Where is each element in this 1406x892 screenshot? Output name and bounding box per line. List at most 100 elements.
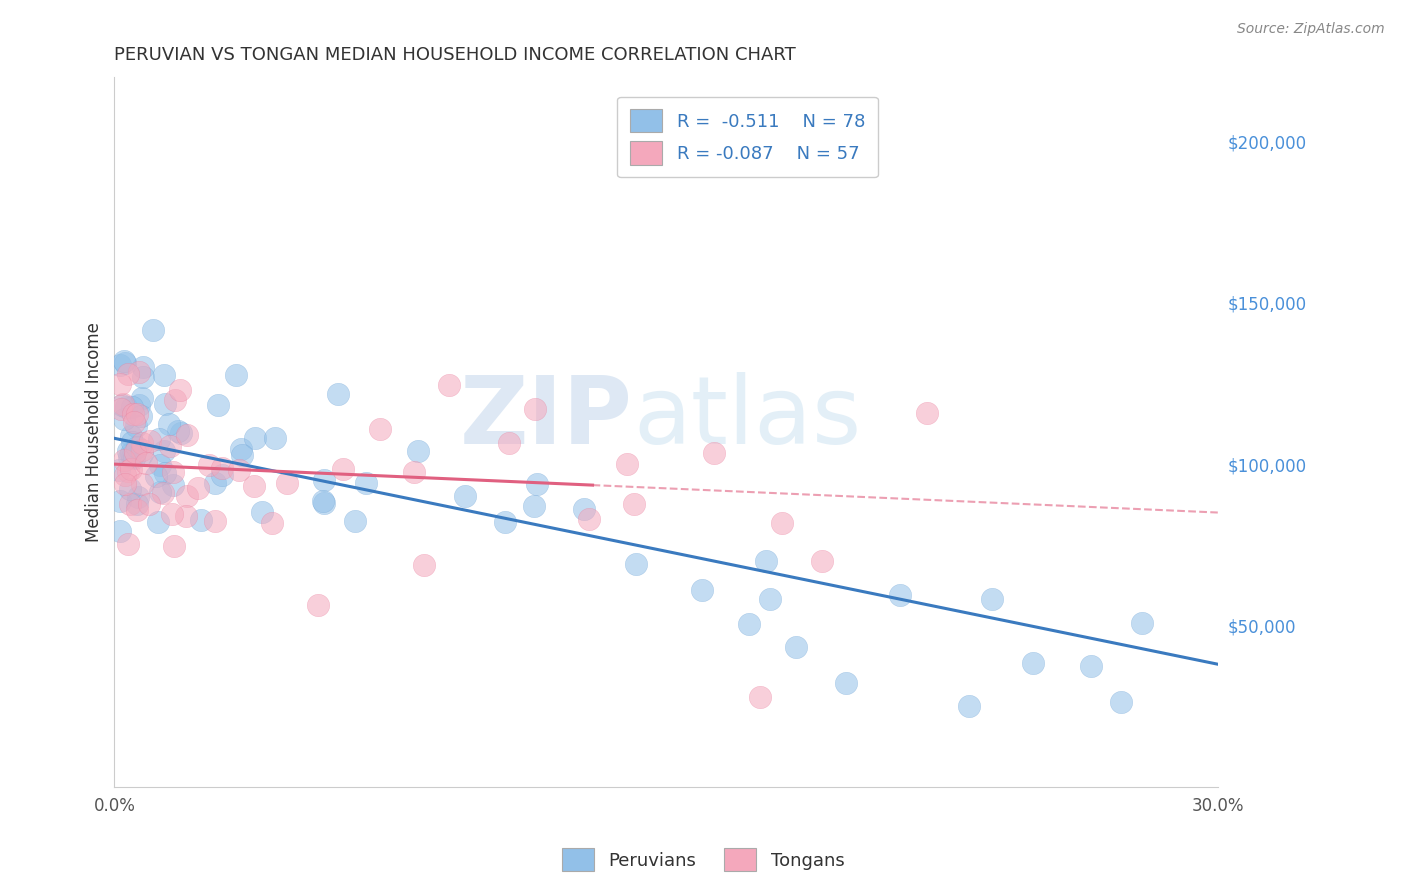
- Point: [132, 359, 155, 374]
- Point: [368, 422, 391, 436]
- Point: [131, 391, 153, 405]
- Point: [149, 485, 172, 500]
- Point: [749, 690, 772, 705]
- Point: [124, 418, 146, 433]
- Point: [146, 515, 169, 529]
- Point: [145, 469, 167, 483]
- Legend: Peruvians, Tongans: Peruvians, Tongans: [554, 841, 852, 879]
- Point: [307, 598, 329, 612]
- Point: [231, 448, 253, 462]
- Point: [131, 409, 153, 423]
- Point: [260, 516, 283, 531]
- Point: [243, 431, 266, 445]
- Point: [264, 431, 287, 445]
- Point: [211, 468, 233, 483]
- Text: PERUVIAN VS TONGAN MEDIAN HOUSEHOLD INCOME CORRELATION CHART: PERUVIAN VS TONGAN MEDIAN HOUSEHOLD INCO…: [114, 46, 796, 64]
- Point: [142, 322, 165, 336]
- Point: [117, 367, 139, 381]
- Point: [737, 616, 759, 631]
- Point: [108, 524, 131, 539]
- Point: [122, 415, 145, 429]
- Point: [770, 516, 793, 530]
- Point: [138, 497, 160, 511]
- Y-axis label: Median Household Income: Median Household Income: [86, 322, 103, 541]
- Point: [1109, 695, 1132, 709]
- Point: [155, 397, 177, 411]
- Point: [1130, 616, 1153, 631]
- Point: [131, 477, 153, 491]
- Point: [207, 398, 229, 412]
- Point: [1080, 658, 1102, 673]
- Text: atlas: atlas: [633, 372, 862, 464]
- Point: [121, 401, 143, 415]
- Point: [170, 425, 193, 440]
- Point: [162, 465, 184, 479]
- Point: [160, 507, 183, 521]
- Point: [127, 491, 149, 505]
- Point: [127, 407, 149, 421]
- Point: [110, 402, 132, 417]
- Point: [162, 540, 184, 554]
- Point: [114, 356, 136, 370]
- Point: [229, 442, 252, 456]
- Text: ZIP: ZIP: [460, 372, 633, 464]
- Point: [250, 505, 273, 519]
- Point: [889, 588, 911, 602]
- Point: [117, 444, 139, 458]
- Point: [124, 445, 146, 459]
- Point: [131, 447, 153, 461]
- Text: Source: ZipAtlas.com: Source: ZipAtlas.com: [1237, 22, 1385, 37]
- Point: [153, 466, 176, 480]
- Point: [128, 365, 150, 379]
- Point: [354, 476, 377, 491]
- Point: [165, 392, 187, 407]
- Point: [153, 368, 176, 382]
- Point: [108, 494, 131, 508]
- Point: [127, 503, 149, 517]
- Point: [122, 407, 145, 421]
- Point: [108, 376, 131, 391]
- Point: [114, 467, 136, 482]
- Point: [759, 592, 782, 607]
- Point: [204, 514, 226, 528]
- Point: [110, 398, 132, 412]
- Point: [152, 486, 174, 500]
- Point: [204, 475, 226, 490]
- Point: [174, 508, 197, 523]
- Point: [755, 554, 778, 568]
- Point: [190, 513, 212, 527]
- Point: [131, 370, 153, 384]
- Point: [624, 557, 647, 571]
- Point: [242, 478, 264, 492]
- Point: [578, 512, 600, 526]
- Point: [131, 436, 153, 450]
- Point: [153, 444, 176, 458]
- Point: [108, 358, 131, 372]
- Point: [785, 640, 807, 654]
- Point: [176, 428, 198, 442]
- Point: [197, 458, 219, 473]
- Point: [276, 475, 298, 490]
- Point: [112, 396, 135, 410]
- Point: [125, 497, 148, 511]
- Point: [131, 442, 153, 457]
- Point: [211, 460, 233, 475]
- Point: [107, 463, 129, 477]
- Point: [120, 429, 142, 443]
- Point: [408, 443, 430, 458]
- Point: [148, 433, 170, 447]
- Point: [166, 424, 188, 438]
- Point: [494, 515, 516, 529]
- Legend: R =  -0.511    N = 78, R = -0.087    N = 57: R = -0.511 N = 78, R = -0.087 N = 57: [617, 96, 877, 178]
- Point: [162, 478, 184, 492]
- Point: [120, 445, 142, 459]
- Point: [118, 497, 141, 511]
- Point: [122, 450, 145, 465]
- Point: [159, 439, 181, 453]
- Point: [114, 476, 136, 491]
- Point: [228, 463, 250, 477]
- Point: [314, 496, 336, 510]
- Point: [112, 354, 135, 368]
- Point: [917, 406, 939, 420]
- Point: [311, 494, 333, 508]
